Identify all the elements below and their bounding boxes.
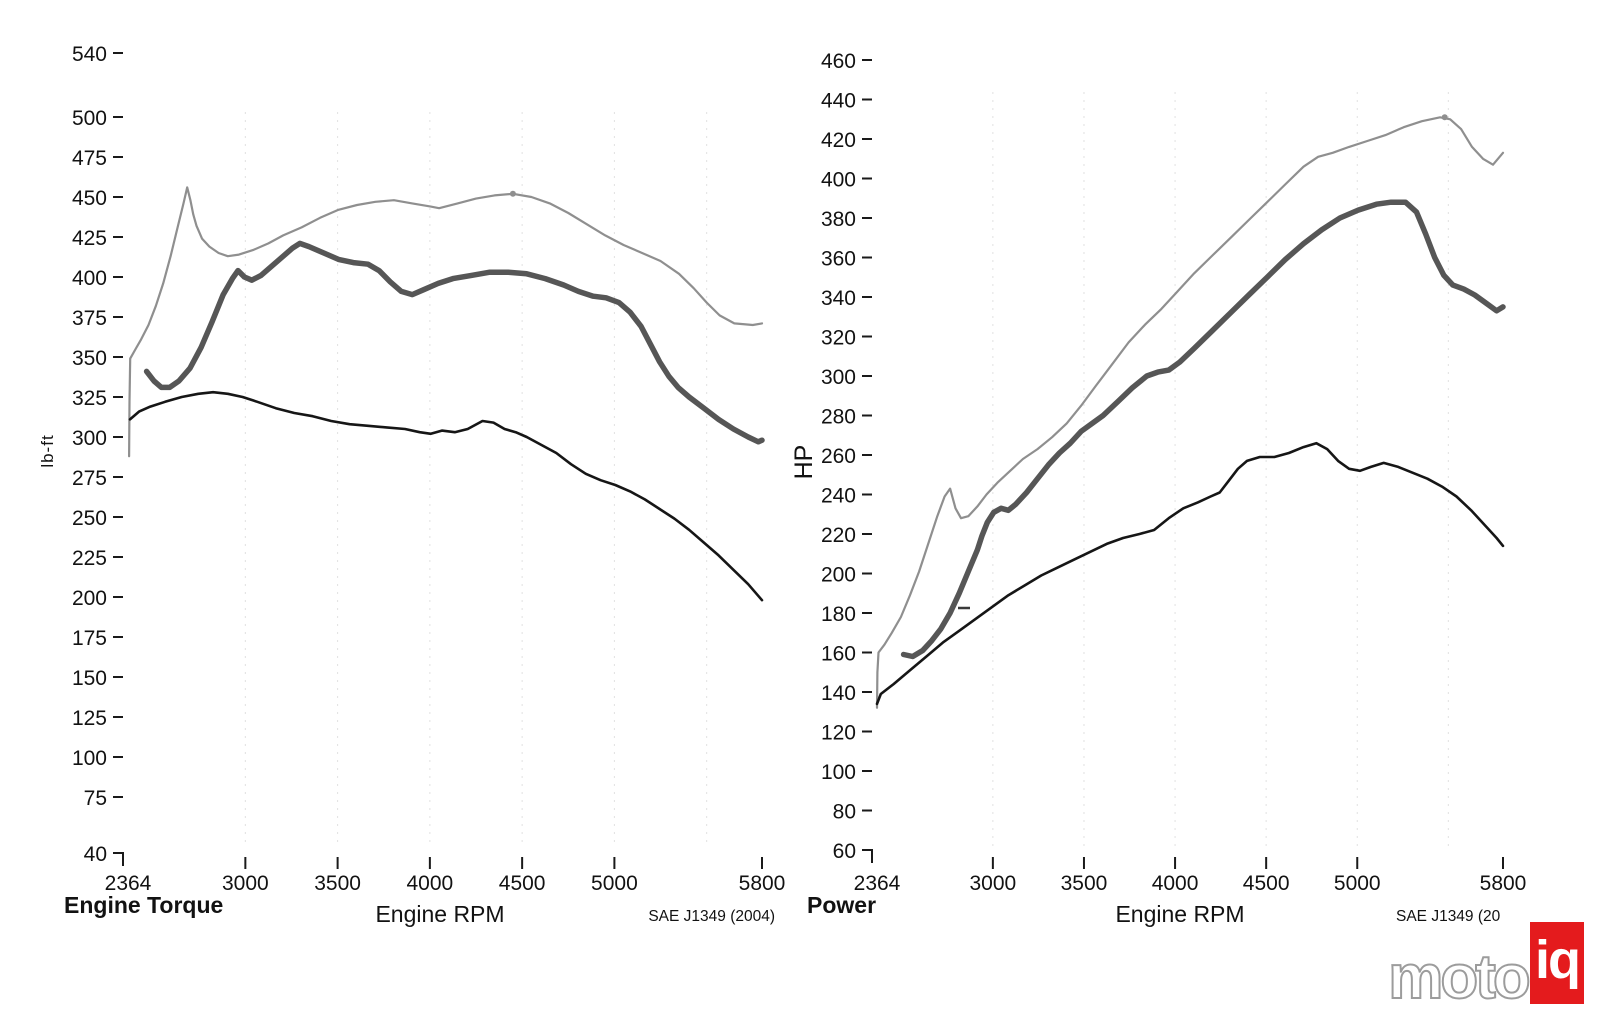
curve-light-gray-run	[875, 116, 1505, 709]
y-tick-label: 200	[821, 564, 856, 587]
y-tick-label: 325	[72, 387, 107, 410]
y-tick-label: 220	[821, 524, 856, 547]
y-tick-label: 120	[821, 722, 856, 745]
y-tick-label: 280	[821, 406, 856, 429]
logo-moto-outline: moto	[1387, 946, 1533, 1008]
right-y-axis-label: HP	[790, 444, 818, 480]
y-tick-label: 80	[833, 801, 856, 824]
left-chart-title: Engine Torque	[64, 892, 224, 918]
logo-iq-box: iq	[1530, 922, 1584, 1004]
y-tick-label: 180	[821, 603, 856, 626]
y-tick-label: 275	[72, 467, 107, 490]
curve-light-gray-run	[128, 186, 764, 458]
y-tick-label: 350	[72, 347, 107, 370]
x-tick-label: 4000	[1152, 872, 1199, 895]
y-axis-corner-tick	[113, 852, 124, 866]
curve-dark-gray-run	[900, 199, 1506, 660]
y-tick-label: 475	[72, 147, 107, 170]
curve-black-run	[875, 441, 1505, 706]
y-tick-label: 375	[72, 307, 107, 330]
y-tick-label: 400	[72, 267, 107, 290]
x-tick-label: 5800	[739, 872, 786, 895]
x-tick-label: 3000	[970, 872, 1017, 895]
y-tick-label: 460	[821, 50, 856, 73]
y-tick-label: 140	[821, 682, 856, 705]
x-tick-label: 5800	[1480, 872, 1527, 895]
x-tick-label: 2364	[105, 872, 152, 895]
x-tick-label: 4500	[499, 872, 546, 895]
y-tick-label: 260	[821, 445, 856, 468]
x-tick-label: 5000	[1334, 872, 1381, 895]
y-tick-label: 40	[84, 843, 107, 866]
left-y-axis-label: lb-ft	[38, 434, 57, 468]
x-tick-label: 4500	[1243, 872, 1290, 895]
curve-black-run	[128, 390, 764, 602]
y-tick-label: 360	[821, 248, 856, 271]
motoiq-logo: moto iq	[1384, 920, 1594, 1012]
y-tick-label: 125	[72, 707, 107, 730]
y-tick-label: 75	[84, 787, 107, 810]
x-tick-label: 3000	[222, 872, 269, 895]
x-tick-label: 2364	[854, 872, 901, 895]
y-tick-label: 160	[821, 643, 856, 666]
y-tick-label: 320	[821, 327, 856, 350]
y-tick-label: 300	[821, 366, 856, 389]
y-tick-label: 250	[72, 507, 107, 530]
right-chart-title: Power	[807, 892, 877, 918]
y-tick-label: 440	[821, 90, 856, 113]
y-tick-label: 380	[821, 208, 856, 231]
y-tick-label: 150	[72, 667, 107, 690]
curve-marker-dot	[1441, 114, 1448, 121]
x-tick-label: 3500	[1061, 872, 1108, 895]
left-x-axis-label: Engine RPM	[375, 901, 505, 927]
y-tick-label: 225	[72, 547, 107, 570]
y-tick-label: 420	[821, 129, 856, 152]
curve-marker-dot	[509, 190, 516, 197]
right-x-axis-label: Engine RPM	[1115, 901, 1245, 927]
y-tick-label: 175	[72, 627, 107, 650]
right-sae-note: SAE J1349 (20	[1396, 908, 1501, 925]
x-tick-label: 4000	[407, 872, 454, 895]
y-tick-label: 200	[72, 587, 107, 610]
y-tick-label: 500	[72, 107, 107, 130]
y-tick-label: 100	[821, 761, 856, 784]
y-axis-corner-tick	[862, 849, 873, 863]
y-tick-label: 540	[72, 43, 107, 66]
y-tick-label: 450	[72, 187, 107, 210]
y-tick-label: 100	[72, 747, 107, 770]
curve-dark-gray-run	[143, 240, 765, 445]
x-tick-label: 3500	[314, 872, 361, 895]
y-tick-label: 300	[72, 427, 107, 450]
y-tick-label: 400	[821, 169, 856, 192]
y-tick-label: 425	[72, 227, 107, 250]
y-tick-label: 240	[821, 485, 856, 508]
left-sae-note: SAE J1349 (2004)	[648, 908, 775, 925]
x-tick-label: 5000	[591, 872, 638, 895]
y-tick-label: 60	[833, 840, 856, 863]
y-tick-label: 340	[821, 287, 856, 310]
logo-iq-text: iq	[1535, 930, 1581, 990]
logo-moto-text: moto	[1388, 946, 1529, 1008]
